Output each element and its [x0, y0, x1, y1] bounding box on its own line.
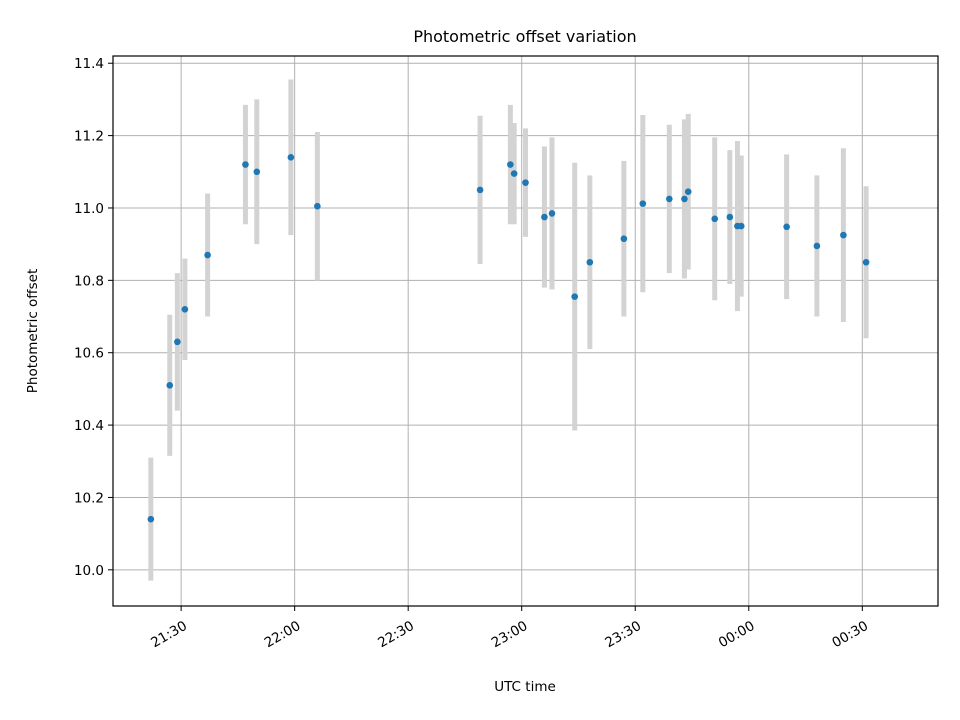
- x-axis-label: UTC time: [494, 679, 556, 695]
- data-point: [541, 213, 548, 221]
- y-tick-label: 10.2: [74, 490, 104, 506]
- y-tick-label: 10.0: [74, 563, 104, 579]
- data-point: [737, 222, 745, 230]
- data-point: [548, 210, 556, 217]
- data-point: [862, 258, 870, 266]
- data-point: [684, 188, 692, 195]
- data-point: [287, 154, 295, 161]
- y-tick-label: 11.2: [74, 129, 104, 145]
- data-point: [507, 161, 514, 168]
- y-tick-label: 10.8: [74, 273, 104, 289]
- data-point: [813, 242, 821, 250]
- y-tick-label: 10.6: [74, 346, 104, 362]
- data-point: [476, 186, 484, 194]
- data-point: [181, 305, 189, 313]
- y-tick-label: 10.4: [74, 418, 104, 434]
- data-points: [147, 154, 870, 523]
- y-axis-ticks: 10.0 10.2 10.4 10.6 10.8 11.0 11.2 11.4: [74, 56, 113, 579]
- y-tick-label: 11.0: [74, 201, 104, 217]
- data-point: [586, 258, 594, 266]
- data-point: [204, 251, 211, 259]
- data-point: [639, 200, 647, 207]
- data-point: [666, 195, 673, 203]
- data-point: [840, 231, 847, 239]
- data-point: [571, 293, 578, 300]
- chart-title: Photometric offset variation: [413, 27, 636, 46]
- data-point: [726, 213, 734, 221]
- data-point: [711, 215, 719, 223]
- data-point: [147, 515, 155, 523]
- y-axis-label: Photometric offset: [25, 269, 41, 393]
- data-point: [620, 235, 628, 243]
- data-point: [242, 161, 249, 168]
- data-point: [174, 338, 181, 346]
- data-point: [314, 202, 321, 210]
- data-point: [783, 223, 790, 231]
- data-point: [166, 381, 174, 389]
- data-point: [522, 179, 529, 186]
- data-point: [510, 170, 518, 177]
- data-point: [681, 195, 688, 203]
- plot-frame: [112, 55, 939, 607]
- y-tick-label: 11.4: [74, 56, 104, 72]
- data-point: [253, 168, 261, 176]
